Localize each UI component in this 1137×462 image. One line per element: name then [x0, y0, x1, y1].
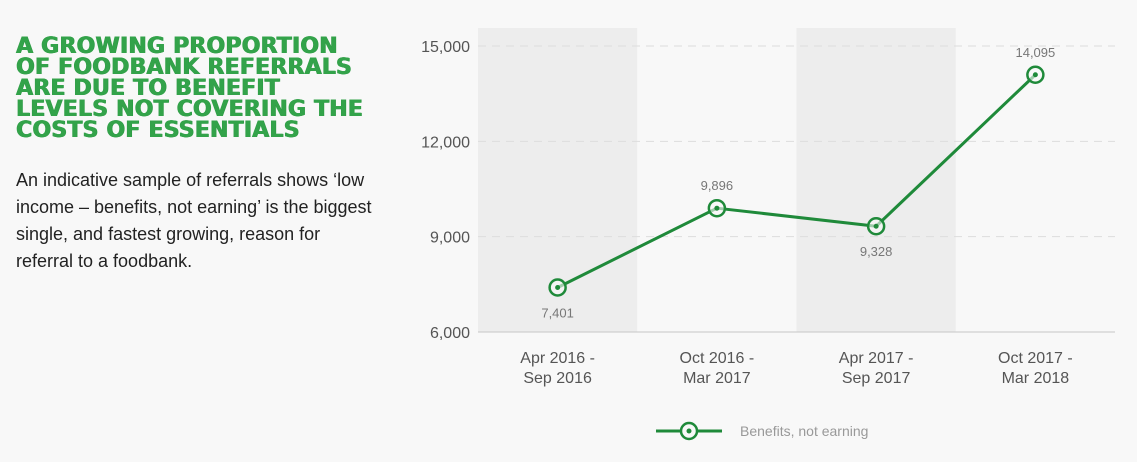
data-point-center	[873, 223, 879, 229]
legend-label: Benefits, not earning	[740, 423, 869, 439]
x-tick-label: Oct 2016 - Mar 2017	[680, 350, 755, 387]
x-tick-label-line: Oct 2016 -	[680, 350, 755, 367]
intro-panel: A growing proportion of foodbank referra…	[16, 36, 376, 275]
x-tick-label-line: Mar 2018	[1002, 370, 1070, 387]
y-tick-label: 6,000	[430, 325, 470, 342]
legend[interactable]: Benefits, not earning	[656, 420, 868, 442]
legend-marker-icon	[656, 421, 722, 441]
y-tick-label: 9,000	[430, 230, 470, 247]
x-tick-label-line: Oct 2017 -	[998, 350, 1073, 367]
data-label: 9,328	[860, 244, 893, 259]
description: An indicative sample of referrals shows …	[16, 170, 372, 271]
headline: A growing proportion of foodbank referra…	[16, 34, 364, 143]
data-point-center	[1032, 72, 1038, 78]
data-label: 14,095	[1015, 45, 1055, 60]
x-tick-label: Apr 2017 - Sep 2017	[839, 350, 914, 387]
data-point-center	[555, 284, 561, 290]
x-tick-label-line: Apr 2017 -	[839, 350, 914, 367]
x-tick-label-line: Mar 2017	[683, 370, 751, 387]
column-band	[796, 28, 956, 332]
x-tick-label: Oct 2017 - Mar 2018	[998, 350, 1073, 387]
data-label: 7,401	[541, 305, 574, 320]
y-tick-label: 15,000	[421, 39, 470, 56]
x-tick-label-line: Sep 2016	[523, 370, 592, 387]
data-label: 9,896	[701, 178, 734, 193]
data-point-center	[714, 205, 720, 211]
x-tick-label-line: Apr 2016 -	[520, 350, 595, 367]
x-tick-label-line: Sep 2017	[842, 370, 911, 387]
series-line	[556, 73, 1037, 289]
x-tick-label: Apr 2016 - Sep 2016	[520, 350, 595, 387]
y-tick-label: 12,000	[421, 134, 470, 151]
